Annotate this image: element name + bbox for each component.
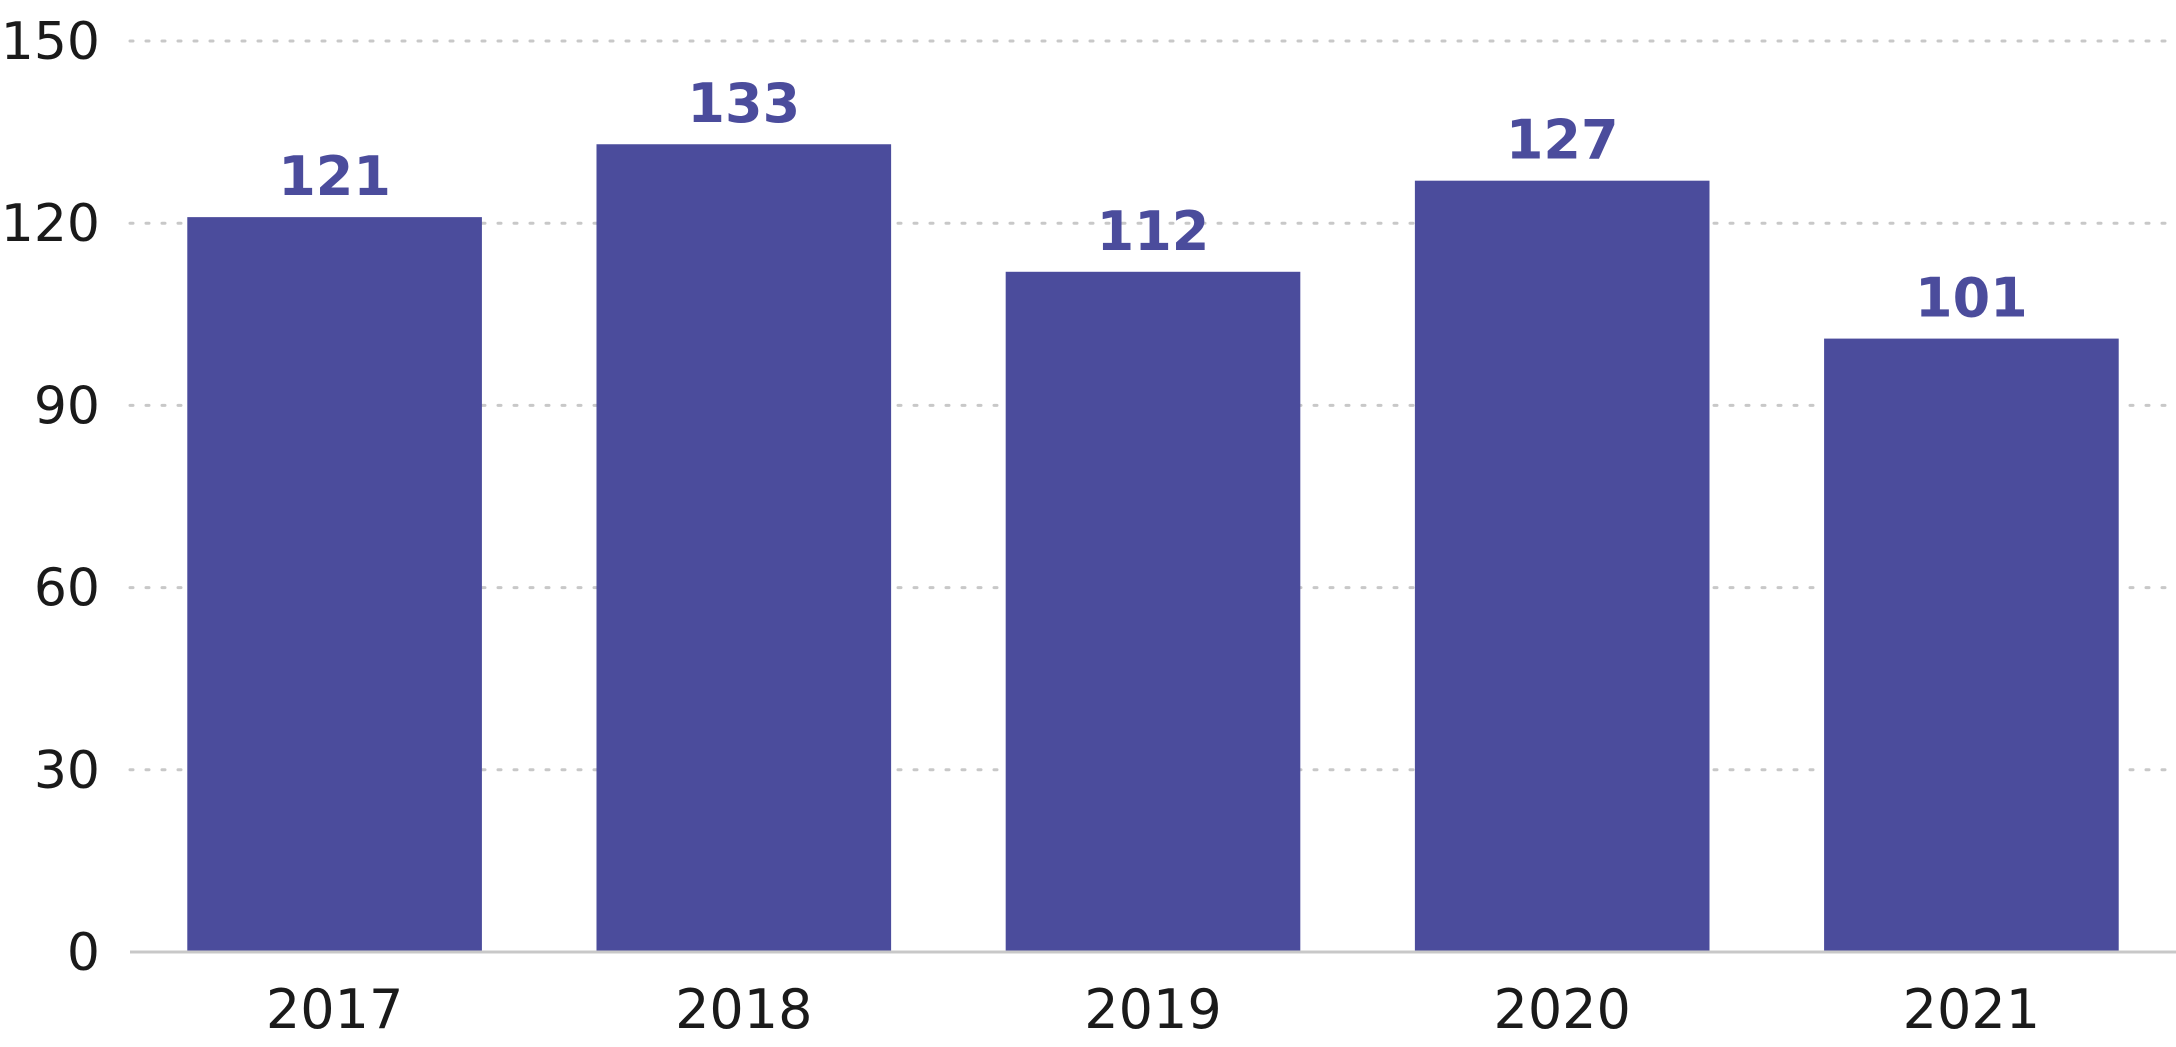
y-tick-label: 30 [34,741,100,801]
x-tick-label: 2020 [1493,978,1630,1041]
bar [596,144,892,952]
value-label: 101 [1915,267,2028,330]
value-label: 127 [1506,109,1619,172]
x-tick-label: 2017 [266,978,403,1041]
y-tick-label: 90 [34,376,100,436]
value-label: 121 [278,145,391,208]
x-axis-tick-labels: 2017 2018 2019 2020 2021 [266,978,2040,1041]
x-tick-label: 2018 [675,978,812,1041]
value-label: 133 [687,72,800,135]
y-tick-label: 150 [1,12,100,72]
bar [1414,180,1710,953]
bar [1824,338,2119,952]
value-label: 112 [1097,200,1210,263]
bars [187,144,2119,953]
y-axis-tick-labels: 0 30 60 90 120 150 [1,12,100,983]
y-tick-label: 120 [1,194,100,254]
x-tick-label: 2021 [1903,978,2040,1041]
y-tick-label: 0 [67,923,100,983]
y-tick-label: 60 [34,559,100,619]
bar [1005,271,1301,953]
value-labels: 121 133 112 127 101 [278,72,2028,329]
bar [187,217,482,953]
x-tick-label: 2019 [1084,978,1221,1041]
